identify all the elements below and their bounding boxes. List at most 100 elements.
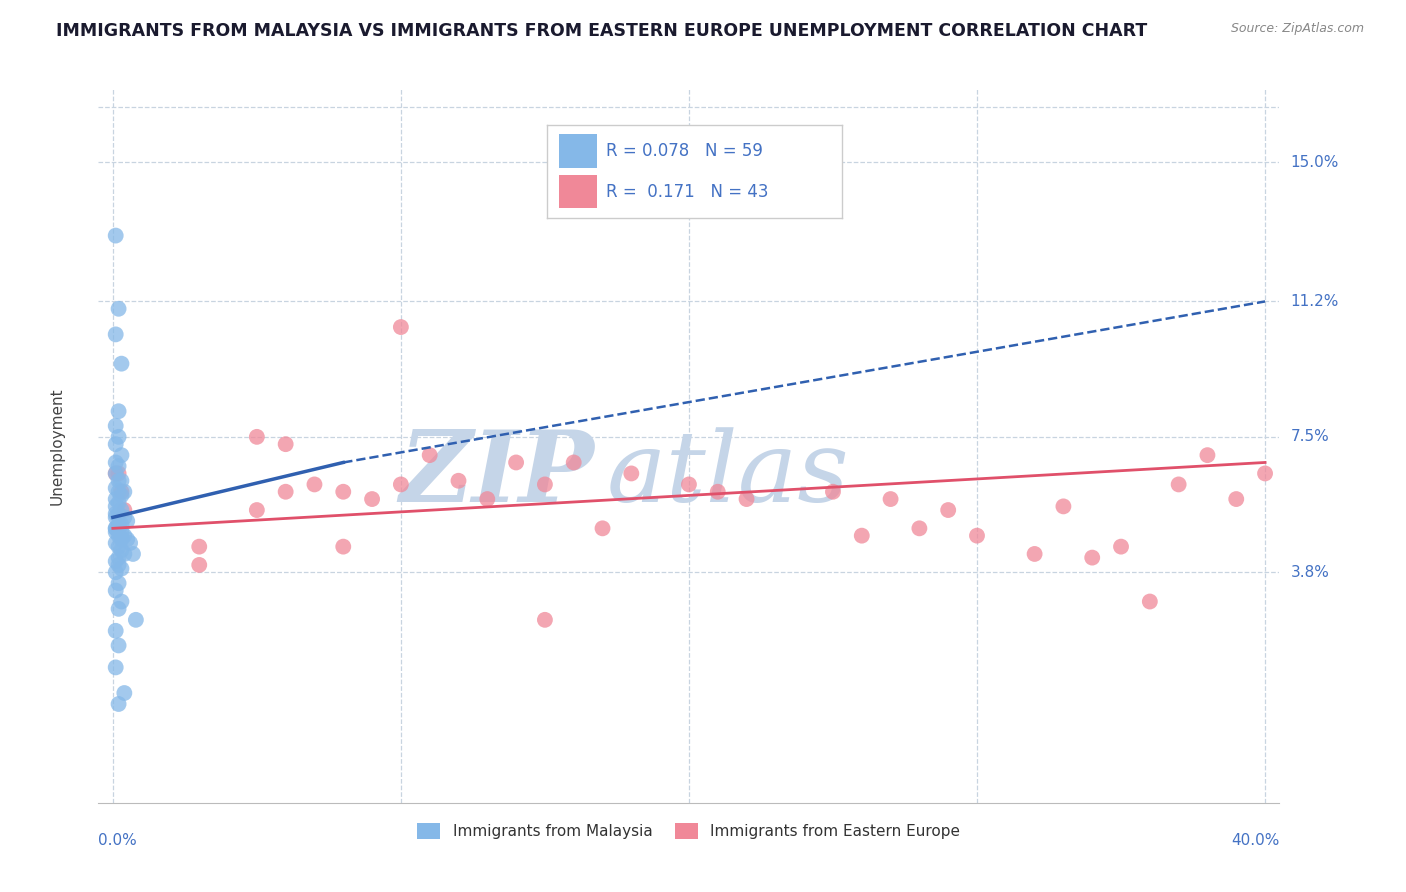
Point (505, 455, 527, 469)
Point (107, 697, 129, 711)
Point (107, 301, 129, 316)
Legend: Immigrants from Malaysia, Immigrants from Eastern Europe: Immigrants from Malaysia, Immigrants fro… (412, 817, 966, 845)
Text: Unemployment: Unemployment (49, 387, 65, 505)
Point (332, 484, 354, 499)
Point (107, 474, 129, 488)
Point (562, 455, 585, 469)
Point (115, 514, 138, 528)
Point (332, 540, 354, 554)
Point (104, 566, 127, 580)
Point (246, 430, 269, 444)
Point (274, 437, 297, 451)
Text: Source: ZipAtlas.com: Source: ZipAtlas.com (1230, 22, 1364, 36)
Point (107, 540, 129, 554)
Text: 11.2%: 11.2% (1291, 294, 1339, 309)
Point (447, 474, 470, 488)
Point (620, 467, 643, 481)
Point (104, 554, 127, 568)
Text: ZIP: ZIP (399, 426, 595, 523)
Point (104, 327, 127, 342)
Point (246, 503, 269, 517)
Point (104, 467, 127, 481)
Point (104, 455, 127, 469)
Point (107, 521, 129, 535)
Point (274, 484, 297, 499)
Point (115, 533, 138, 547)
Point (735, 491, 758, 506)
Point (107, 430, 129, 444)
Point (821, 484, 844, 499)
Point (110, 488, 132, 502)
Point (112, 686, 135, 700)
Point (104, 521, 127, 535)
Point (534, 477, 557, 491)
Point (110, 357, 132, 371)
Point (110, 533, 132, 547)
Point (1167, 477, 1189, 491)
Point (389, 320, 412, 334)
Text: R =  0.171   N = 43: R = 0.171 N = 43 (606, 183, 769, 201)
Point (107, 529, 129, 543)
Point (104, 583, 127, 598)
Point (104, 624, 127, 638)
Point (107, 507, 129, 521)
Point (104, 507, 127, 521)
Point (107, 576, 129, 591)
Point (107, 459, 129, 474)
Point (112, 529, 135, 543)
Text: IMMIGRANTS FROM MALAYSIA VS IMMIGRANTS FROM EASTERN EUROPE UNEMPLOYMENT CORRELAT: IMMIGRANTS FROM MALAYSIA VS IMMIGRANTS F… (56, 22, 1147, 40)
Point (1109, 540, 1132, 554)
Point (936, 503, 959, 517)
Point (1225, 491, 1247, 506)
Point (104, 467, 127, 481)
Point (908, 521, 931, 535)
Point (122, 547, 145, 561)
Point (107, 404, 129, 418)
Point (966, 529, 988, 543)
Point (851, 529, 873, 543)
Point (592, 521, 614, 535)
Point (879, 491, 901, 506)
Point (477, 491, 499, 506)
Point (706, 484, 728, 499)
Point (188, 558, 211, 572)
Point (104, 481, 127, 495)
Point (104, 418, 127, 433)
Point (188, 540, 211, 554)
Point (361, 491, 384, 506)
Text: 3.8%: 3.8% (1291, 565, 1330, 580)
Point (104, 437, 127, 451)
Point (107, 602, 129, 616)
Point (107, 467, 129, 481)
Point (678, 477, 700, 491)
Point (104, 536, 127, 550)
Point (107, 639, 129, 653)
Point (389, 477, 412, 491)
Point (1139, 594, 1161, 608)
Point (110, 594, 132, 608)
Point (110, 524, 132, 539)
Bar (560, 134, 598, 168)
Point (110, 543, 132, 558)
Point (1081, 550, 1104, 565)
Point (104, 660, 127, 674)
Point (110, 561, 132, 575)
Point (110, 517, 132, 532)
Point (1197, 448, 1219, 462)
Text: 7.5%: 7.5% (1291, 429, 1329, 444)
Text: R = 0.078   N = 59: R = 0.078 N = 59 (606, 142, 763, 160)
Text: 15.0%: 15.0% (1291, 155, 1339, 169)
Point (107, 517, 129, 532)
Text: 0.0%: 0.0% (98, 833, 138, 848)
Point (304, 477, 326, 491)
Point (107, 558, 129, 572)
Point (110, 448, 132, 462)
Point (104, 500, 127, 514)
Point (107, 550, 129, 565)
Point (110, 484, 132, 499)
Point (107, 484, 129, 499)
Point (104, 524, 127, 539)
Point (534, 613, 557, 627)
Point (112, 547, 135, 561)
Point (1024, 547, 1046, 561)
